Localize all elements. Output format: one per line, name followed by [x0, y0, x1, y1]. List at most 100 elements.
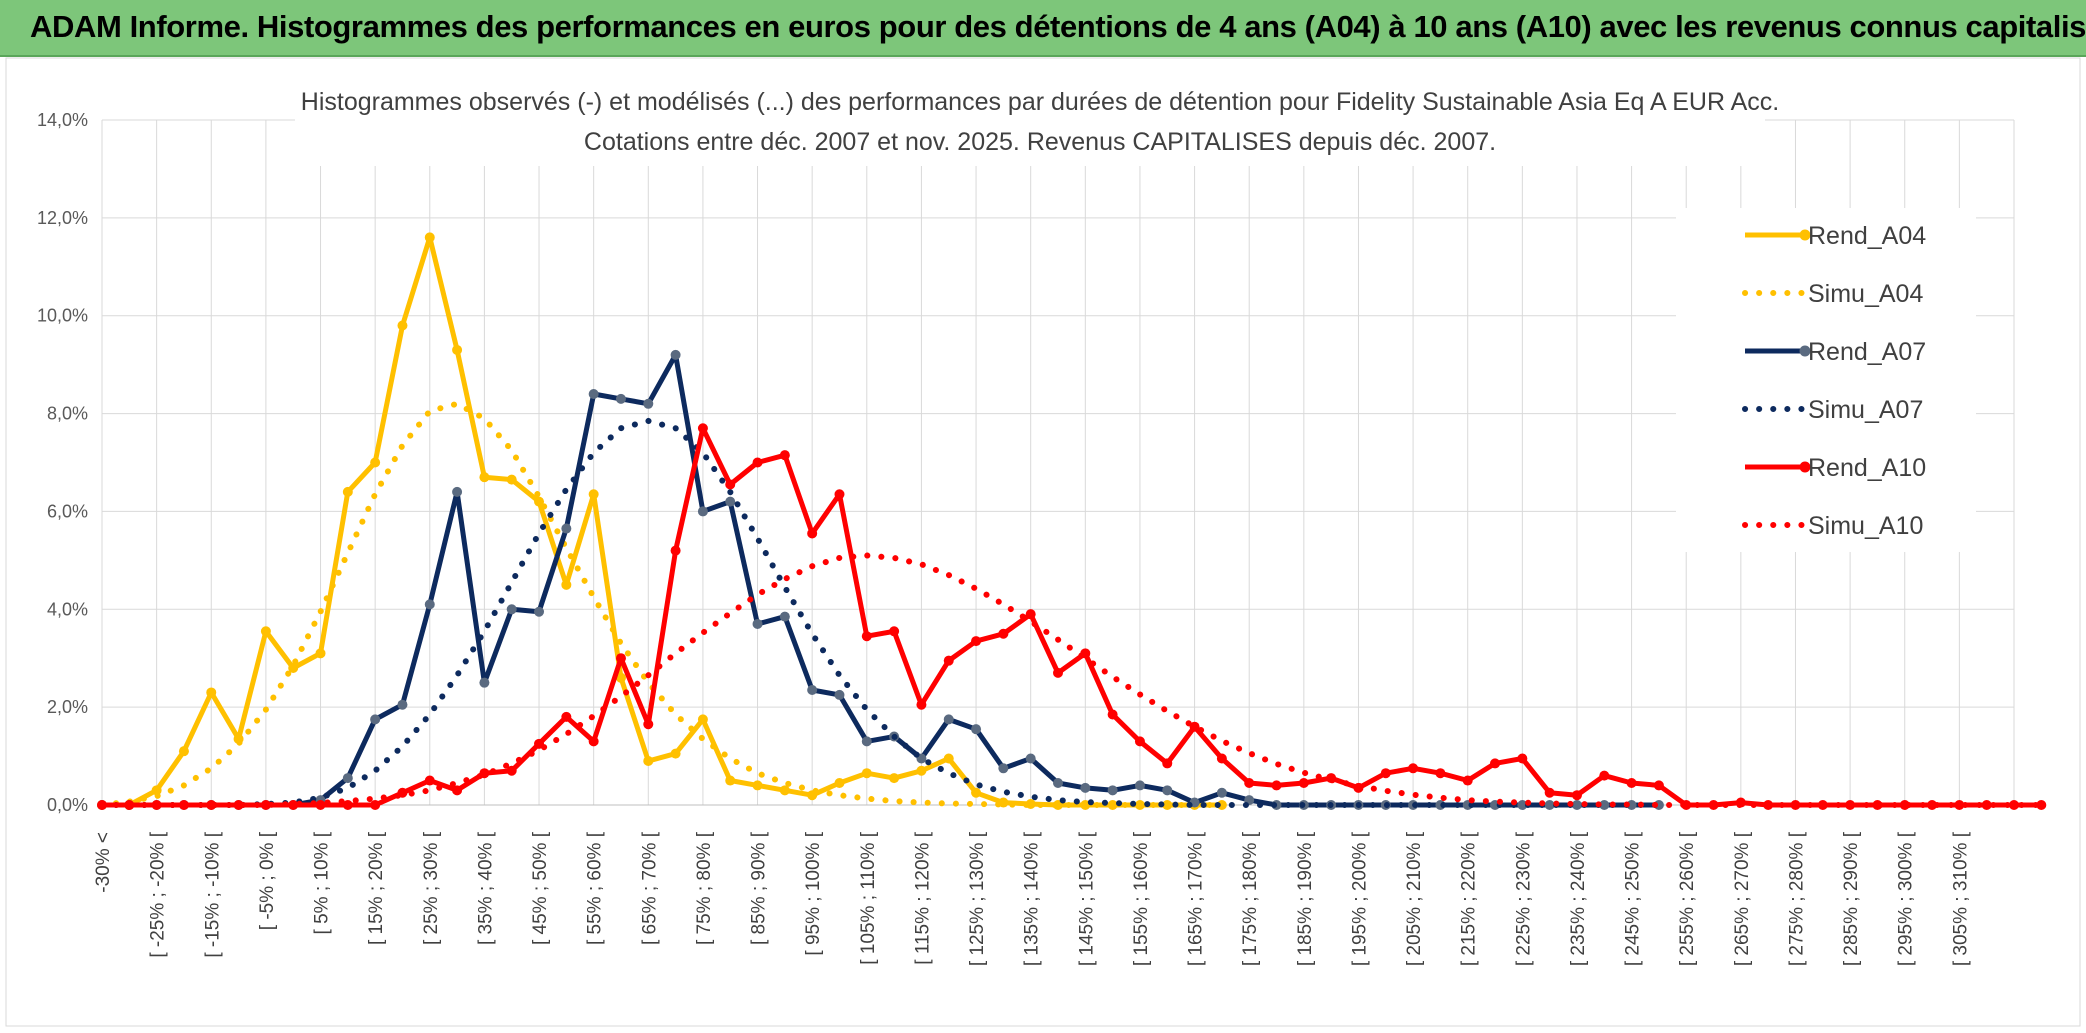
data-point-rend-a10: [1517, 753, 1528, 764]
data-point-rend-a07: [1216, 787, 1227, 798]
data-point-rend-a10: [1571, 790, 1582, 801]
data-point-rend-a10: [288, 800, 299, 810]
header-banner: ADAM Informe. Histogrammes des performan…: [0, 0, 2086, 57]
series-simu-a07: [99, 417, 1662, 808]
x-tick-label: [ 195% ; 200% [: [1349, 831, 1370, 966]
legend-marker-rend-a07: [1799, 345, 1811, 357]
data-point-rend-a04: [561, 579, 572, 590]
series-group: [97, 232, 2047, 810]
data-point-rend-a07: [697, 506, 708, 517]
data-point-rend-a04: [370, 457, 381, 468]
data-point-rend-a04: [943, 753, 954, 764]
data-point-rend-a07: [1571, 800, 1582, 810]
x-tick-label: [ 95% ; 100% [: [803, 831, 824, 955]
data-point-rend-a07: [1599, 800, 1610, 810]
x-tick-label: [ 285% ; 290% [: [1841, 831, 1862, 966]
data-point-rend-a07: [506, 604, 517, 615]
data-point-rend-a04: [178, 746, 189, 757]
legend: Rend_A04 Simu_A04 Rend_A07 Simu_A07 Rend_A10…: [1742, 222, 1926, 540]
legend-label-rend-a10: Rend_A10: [1808, 454, 1926, 482]
data-point-rend-a10: [506, 765, 517, 776]
data-point-rend-a10: [1189, 721, 1200, 732]
data-point-rend-a04: [288, 663, 299, 673]
data-point-rend-a04: [506, 474, 517, 485]
data-point-rend-a10: [2009, 800, 2019, 810]
data-point-rend-a10: [2036, 800, 2047, 810]
data-point-rend-a07: [861, 736, 872, 747]
data-point-rend-a04: [206, 687, 217, 698]
data-point-rend-a07: [1544, 800, 1555, 810]
data-point-rend-a10: [1626, 777, 1637, 788]
data-point-rend-a04: [889, 773, 900, 784]
data-point-rend-a10: [233, 800, 244, 810]
data-point-rend-a07: [342, 773, 353, 784]
data-point-rend-a10: [971, 636, 982, 647]
data-point-rend-a10: [315, 800, 326, 810]
data-point-rend-a04: [452, 344, 463, 355]
data-point-rend-a07: [1080, 782, 1091, 793]
data-point-rend-a07: [807, 685, 818, 696]
data-point-rend-a07: [424, 599, 435, 610]
x-tick-label: [ 45% ; 50% [: [530, 831, 551, 945]
y-tick-label: 0,0%: [47, 795, 88, 815]
y-tick-label: 10,0%: [37, 306, 88, 326]
data-point-rend-a10: [1025, 609, 1036, 620]
x-tick-label: [ 75% ; 80% [: [694, 831, 715, 945]
data-point-rend-a04: [151, 785, 162, 796]
data-point-rend-a10: [1244, 777, 1255, 788]
data-point-rend-a10: [260, 800, 271, 810]
x-tick-label: [ 5% ; 10% [: [312, 831, 333, 934]
data-point-rend-a04: [725, 775, 736, 786]
data-point-rend-a07: [643, 398, 654, 409]
data-point-rend-a04: [424, 232, 435, 243]
data-point-rend-a04: [697, 714, 708, 725]
x-tick-label: [ 175% ; 180% [: [1240, 831, 1261, 966]
data-point-rend-a10: [1053, 667, 1063, 678]
y-tick-label: 14,0%: [37, 110, 88, 130]
data-point-rend-a10: [342, 800, 353, 810]
data-point-rend-a10: [1271, 780, 1282, 791]
legend-label-simu-a07: Simu_A07: [1808, 396, 1923, 424]
data-point-rend-a10: [588, 736, 599, 747]
data-point-rend-a10: [834, 489, 845, 500]
data-point-rend-a07: [1134, 780, 1145, 791]
x-tick-label: [ -15% ; -10% [: [202, 831, 223, 957]
data-point-rend-a10: [725, 479, 736, 490]
data-point-rend-a04: [971, 787, 982, 798]
data-point-rend-a07: [534, 606, 545, 617]
data-point-rend-a10: [916, 699, 927, 710]
data-point-rend-a07: [971, 724, 982, 735]
data-point-rend-a10: [1134, 736, 1145, 747]
data-point-rend-a07: [943, 714, 954, 725]
data-point-rend-a10: [1408, 763, 1419, 774]
data-point-rend-a10: [752, 457, 763, 468]
x-tick-label: [ 15% ; 20% [: [366, 831, 387, 945]
data-point-rend-a10: [452, 785, 463, 796]
data-point-rend-a07: [1517, 800, 1528, 810]
data-point-rend-a10: [1599, 770, 1610, 781]
data-point-rend-a04: [861, 768, 872, 779]
data-point-rend-a04: [479, 472, 490, 483]
y-tick-label: 12,0%: [37, 208, 88, 228]
y-tick-label: 4,0%: [47, 599, 88, 619]
chart-subtitle: Cotations entre déc. 2007 et nov. 2025. …: [584, 128, 1496, 156]
series-simu-a10: [99, 552, 2045, 808]
legend-label-rend-a07: Rend_A07: [1808, 338, 1926, 366]
data-point-rend-a04: [588, 489, 599, 500]
x-tick-label: [ 225% ; 230% [: [1513, 831, 1534, 966]
data-point-rend-a04: [534, 496, 545, 507]
x-tick-label: [ 205% ; 210% [: [1404, 831, 1425, 966]
data-point-rend-a10: [1107, 709, 1118, 720]
x-tick-label: [ 115% ; 120% [: [912, 831, 933, 964]
data-point-rend-a10: [1216, 753, 1227, 764]
data-point-rend-a10: [1954, 800, 1965, 810]
x-tick-label: [ -25% ; -20% [: [148, 831, 169, 957]
x-tick-label: [ 55% ; 60% [: [585, 831, 606, 945]
data-point-rend-a10: [1981, 800, 1992, 810]
data-point-rend-a04: [315, 648, 326, 659]
data-point-rend-a07: [752, 618, 763, 629]
x-tick-label: [ 235% ; 240% [: [1568, 831, 1589, 966]
title-background: [295, 80, 1765, 166]
data-point-rend-a10: [615, 653, 626, 664]
